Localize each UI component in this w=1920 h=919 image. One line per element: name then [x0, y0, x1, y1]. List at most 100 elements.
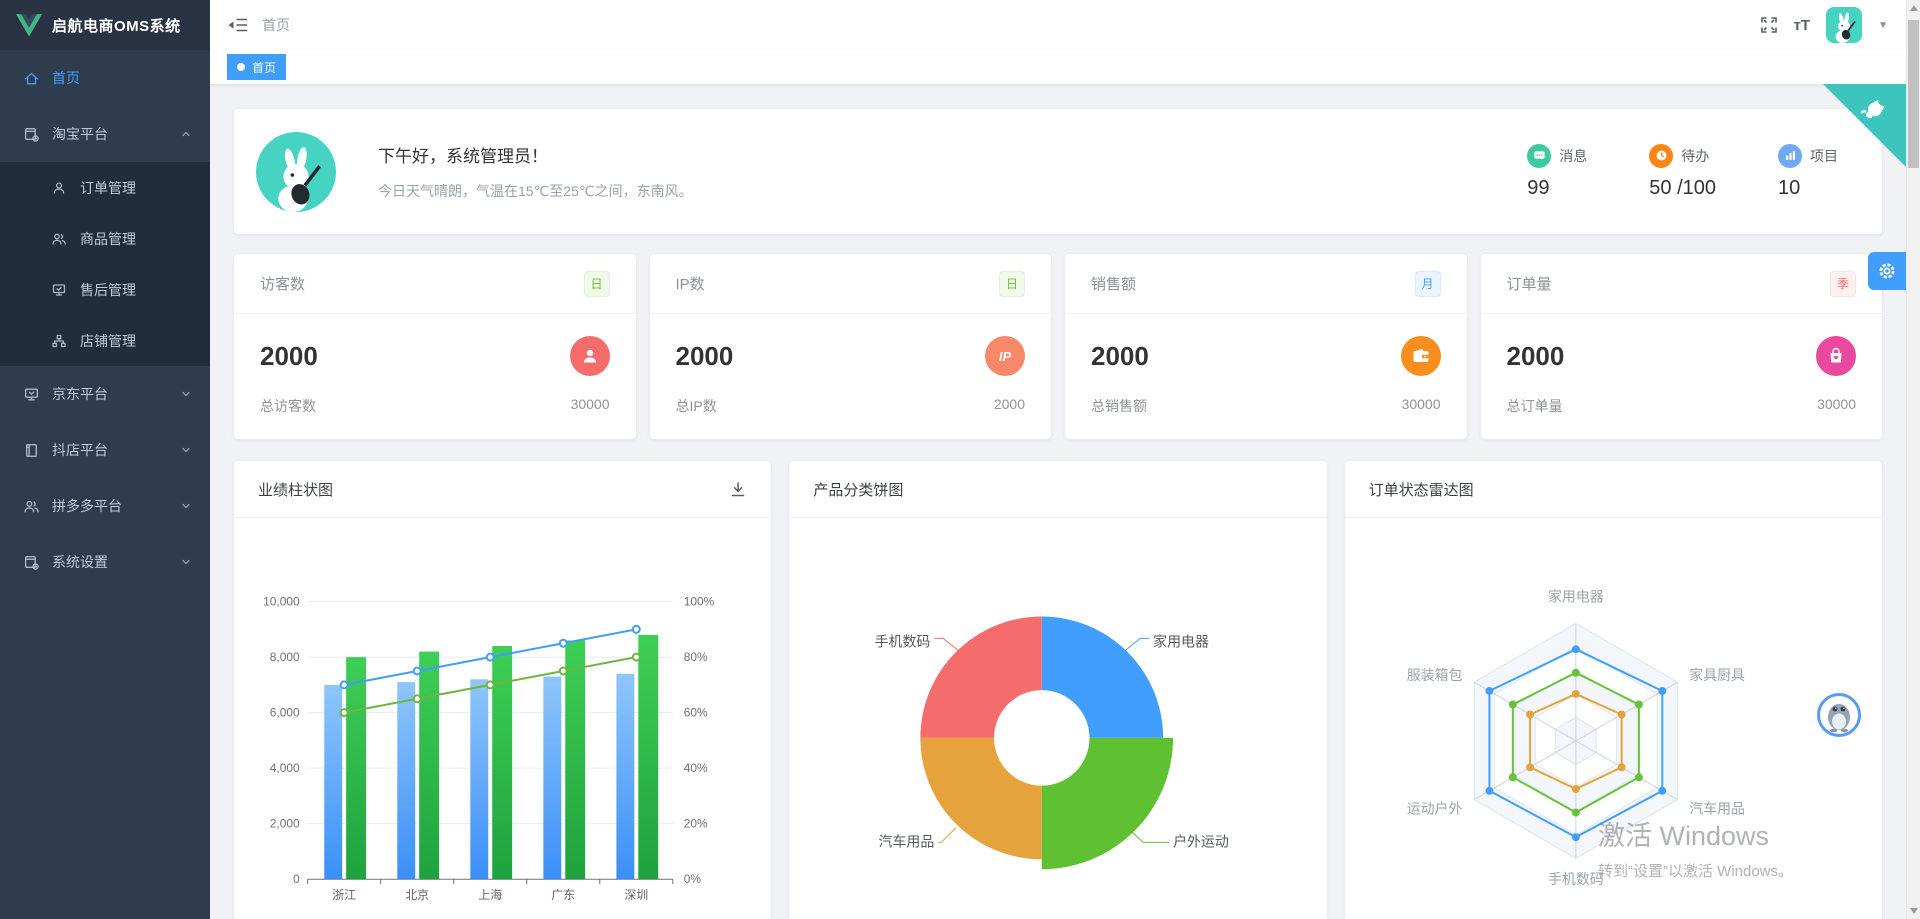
svg-text:60%: 60%	[684, 706, 708, 720]
line-series-line-blue	[339, 624, 641, 690]
rabbit-avatar-icon	[1835, 12, 1856, 43]
sidebar: 启航电商OMS系统 首页 淘宝平台 订单管理	[0, 0, 210, 919]
stat-card-value: 2000	[1506, 340, 1565, 371]
svg-text:运动户外: 运动户外	[1406, 801, 1462, 817]
chevron-down-icon	[182, 447, 190, 453]
pie-slice-0	[1042, 616, 1164, 738]
charts-row: 业绩柱状图 0 0% 2,000 20% 4,000 40% 6,000 60% 8,000 80…	[234, 461, 1882, 919]
stat-card-footer-label: 总销售额	[1091, 398, 1147, 414]
svg-text:20%: 20%	[684, 817, 708, 831]
period-badge: 季	[1830, 270, 1856, 297]
svg-text:家用电器: 家用电器	[1548, 589, 1604, 605]
theme-settings-button[interactable]	[1868, 252, 1906, 290]
message-icon	[1527, 143, 1552, 168]
caret-down-icon[interactable]: ▼	[1878, 19, 1888, 31]
user-icon	[50, 179, 68, 197]
stat-label: 待办	[1681, 147, 1710, 164]
app-logo: 启航电商OMS系统	[0, 0, 210, 50]
stat-card-footer-value: 30000	[1817, 396, 1856, 412]
sidebar-item-jd[interactable]: 京东平台	[0, 366, 210, 422]
fullscreen-icon[interactable]	[1760, 16, 1778, 34]
sidebar-item-order-mgmt[interactable]: 订单管理	[0, 162, 210, 213]
settings-notebook-icon	[22, 553, 40, 571]
stat-label: 项目	[1810, 147, 1838, 164]
sidebar-item-pdd[interactable]: 拼多多平台	[0, 478, 210, 534]
sidebar-item-goods-mgmt[interactable]: 商品管理	[0, 213, 210, 264]
bar-series-bar-green	[346, 634, 659, 880]
svg-text:家具厨具: 家具厨具	[1689, 667, 1745, 683]
stat-card-footer-value: 2000	[993, 396, 1025, 412]
radar-series-radar-blue	[1485, 645, 1666, 842]
radar-series-radar-orange	[1525, 689, 1626, 794]
welcome-texts: 下午好，系统管理员！ 今日天气晴朗，气温在15℃至25℃之间，东南风。	[378, 142, 693, 201]
chevron-down-icon	[182, 503, 190, 509]
radar-chart-card: 订单状态雷达图 家用电器 家具厨具 汽车用品 手机数码 运动户外 服装箱包	[1344, 461, 1882, 919]
corner-ribbon[interactable]	[1823, 84, 1906, 172]
svg-text:40%: 40%	[684, 761, 708, 775]
sidebar-fold-icon[interactable]	[228, 17, 248, 33]
content: 下午好，系统管理员！ 今日天气晴朗，气温在15℃至25℃之间，东南风。 消息 9…	[210, 85, 1906, 919]
stat-value: 99	[1527, 176, 1550, 199]
tab-home[interactable]: 首页	[227, 54, 287, 80]
chart-title: 产品分类饼图	[813, 481, 904, 499]
svg-text:8,000: 8,000	[270, 650, 300, 664]
vertical-scrollbar[interactable]	[1906, 0, 1920, 919]
sidebar-item-shop-mgmt[interactable]: 店铺管理	[0, 315, 210, 366]
sidebar-item-douyin[interactable]: 抖店平台	[0, 422, 210, 478]
header-actions: тT ▼	[1760, 7, 1888, 43]
stat-cards: 访客数 日 2000 总访客数 30000	[234, 254, 1882, 439]
pie-slice-3	[920, 616, 1043, 738]
download-icon[interactable]	[729, 481, 747, 498]
stat-card-title: 订单量	[1506, 276, 1552, 293]
font-size-icon[interactable]: тT	[1793, 16, 1811, 34]
monitor-check-icon	[50, 281, 68, 299]
period-badge: 日	[583, 270, 610, 297]
sidebar-item-taobao[interactable]: 淘宝平台	[0, 106, 210, 162]
stat-card-title: 销售额	[1091, 276, 1137, 293]
scrollbar-up-arrow[interactable]	[1910, 5, 1918, 11]
svg-text:100%: 100%	[684, 595, 715, 609]
customer-service-button[interactable]	[1816, 692, 1862, 743]
chevron-down-icon	[182, 391, 190, 397]
svg-text:4,000: 4,000	[270, 761, 300, 775]
svg-text:浙江: 浙江	[332, 888, 356, 902]
svg-text:0%: 0%	[684, 872, 702, 886]
svg-text:深圳: 深圳	[624, 888, 648, 902]
bar-chart-icon	[1778, 143, 1802, 168]
scrollbar-thumb[interactable]	[1908, 20, 1919, 168]
period-badge: 日	[999, 270, 1025, 297]
ip-icon: IP	[985, 336, 1025, 376]
stat-card-title: 访客数	[260, 276, 306, 293]
sidebar-menu: 首页 淘宝平台 订单管理 商品管理	[0, 50, 210, 590]
stat-card-footer-value: 30000	[570, 396, 610, 412]
home-icon	[22, 69, 40, 87]
chevron-down-icon	[182, 559, 190, 565]
scrollbar-down-arrow[interactable]	[1910, 908, 1918, 914]
svg-text:家用电器: 家用电器	[1154, 633, 1210, 649]
bar-chart-card: 业绩柱状图 0 0% 2,000 20% 4,000 40% 6,000 60% 8,000 80…	[234, 461, 772, 919]
greeting-text: 下午好，系统管理员！	[378, 147, 548, 166]
breadcrumb[interactable]: 首页	[262, 17, 290, 33]
stat-card-footer-label: 总访客数	[260, 398, 316, 414]
line-series-line-green	[339, 652, 641, 718]
stat-projects: 项目 10	[1778, 143, 1838, 200]
svg-text:汽车用品: 汽车用品	[1689, 801, 1745, 817]
stat-card-value: 2000	[260, 340, 318, 371]
stat-card-visitors: 访客数 日 2000 总访客数 30000	[234, 254, 636, 439]
stat-value: 10	[1778, 176, 1801, 199]
pie-slice-2	[920, 737, 1043, 860]
chart-title: 业绩柱状图	[258, 481, 334, 499]
period-badge: 月	[1414, 270, 1441, 297]
welcome-stats: 消息 99 待办 50 /100	[1527, 143, 1860, 200]
sidebar-item-aftersale-mgmt[interactable]: 售后管理	[0, 264, 210, 315]
taobao-platform-icon	[22, 125, 40, 143]
sidebar-item-settings[interactable]: 系统设置	[0, 534, 210, 590]
stat-card-footer-label: 总IP数	[675, 398, 717, 414]
avatar[interactable]	[1826, 7, 1863, 43]
stat-card-footer-value: 30000	[1401, 396, 1441, 412]
app-title: 启航电商OMS系统	[52, 17, 181, 35]
users-icon	[22, 497, 40, 515]
sidebar-item-home[interactable]: 首页	[0, 50, 210, 106]
sidebar-submenu-taobao: 订单管理 商品管理 售后管理 店铺管理	[0, 162, 210, 366]
wallet-icon	[1400, 336, 1441, 376]
